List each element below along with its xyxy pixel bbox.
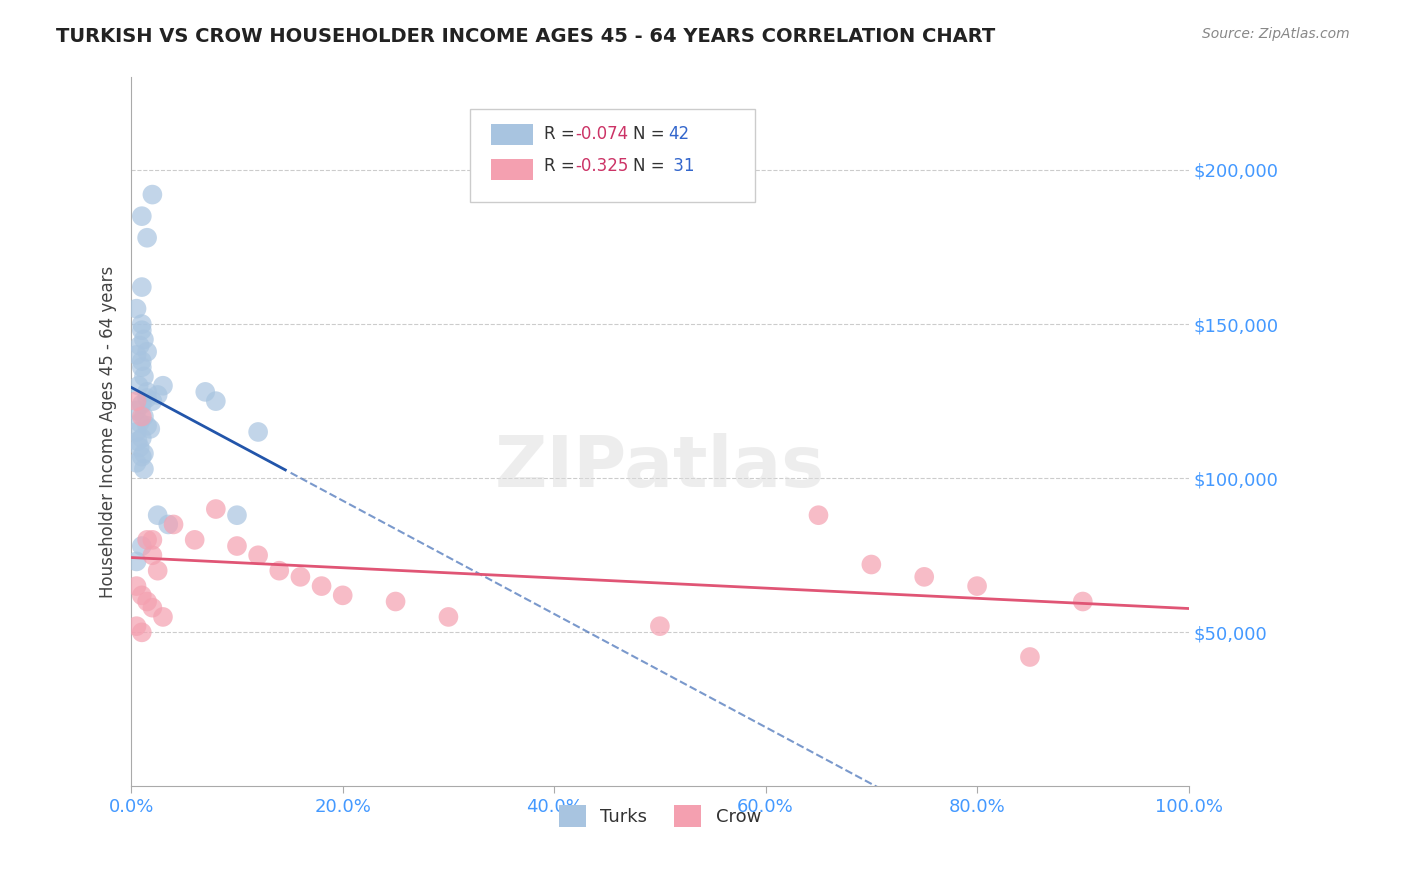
Point bbox=[226, 539, 249, 553]
Point bbox=[141, 600, 163, 615]
Point bbox=[132, 446, 155, 460]
Text: N =: N = bbox=[634, 125, 671, 143]
Point bbox=[131, 409, 153, 424]
Point bbox=[125, 619, 148, 633]
Point bbox=[648, 619, 671, 633]
Point bbox=[131, 360, 153, 375]
Text: -0.325: -0.325 bbox=[575, 157, 628, 175]
Text: 42: 42 bbox=[668, 125, 689, 143]
Text: -0.074: -0.074 bbox=[575, 125, 628, 143]
FancyBboxPatch shape bbox=[470, 110, 755, 202]
Point bbox=[226, 508, 249, 523]
Point bbox=[125, 456, 148, 470]
Point bbox=[912, 570, 935, 584]
Point bbox=[860, 558, 883, 572]
Point bbox=[152, 378, 174, 392]
Point bbox=[131, 588, 153, 602]
Point bbox=[132, 333, 155, 347]
Text: ZIPatlas: ZIPatlas bbox=[495, 433, 825, 502]
Point bbox=[136, 344, 159, 359]
Point bbox=[132, 369, 155, 384]
Point bbox=[157, 517, 180, 532]
Text: TURKISH VS CROW HOUSEHOLDER INCOME AGES 45 - 64 YEARS CORRELATION CHART: TURKISH VS CROW HOUSEHOLDER INCOME AGES … bbox=[56, 27, 995, 45]
Point bbox=[125, 554, 148, 568]
Point bbox=[290, 570, 312, 584]
Point bbox=[141, 549, 163, 563]
Text: N =: N = bbox=[634, 157, 671, 175]
Point bbox=[125, 425, 148, 439]
Point bbox=[269, 564, 291, 578]
Point bbox=[131, 317, 153, 331]
Point bbox=[162, 517, 184, 532]
Point bbox=[136, 533, 159, 547]
Point bbox=[141, 187, 163, 202]
Point bbox=[131, 431, 153, 445]
Point bbox=[128, 378, 150, 392]
FancyBboxPatch shape bbox=[491, 159, 533, 180]
Text: 31: 31 bbox=[668, 157, 695, 175]
Point bbox=[146, 564, 169, 578]
Point bbox=[128, 441, 150, 455]
Point bbox=[332, 588, 354, 602]
Point bbox=[127, 434, 149, 449]
Point bbox=[247, 425, 270, 439]
Legend: Turks, Crow: Turks, Crow bbox=[551, 797, 768, 834]
Point bbox=[136, 594, 159, 608]
FancyBboxPatch shape bbox=[491, 123, 533, 145]
Point bbox=[125, 403, 148, 417]
Point bbox=[139, 422, 162, 436]
Point bbox=[128, 338, 150, 352]
Point bbox=[807, 508, 830, 523]
Point bbox=[131, 539, 153, 553]
Point bbox=[132, 462, 155, 476]
Point bbox=[131, 450, 153, 464]
Point bbox=[136, 384, 159, 399]
Point bbox=[183, 533, 205, 547]
Point bbox=[136, 231, 159, 245]
Point bbox=[131, 209, 153, 223]
Point bbox=[131, 354, 153, 368]
Point bbox=[125, 301, 148, 316]
Y-axis label: Householder Income Ages 45 - 64 years: Householder Income Ages 45 - 64 years bbox=[100, 266, 117, 598]
Point bbox=[131, 280, 153, 294]
Point bbox=[141, 394, 163, 409]
Point bbox=[205, 394, 228, 409]
Point bbox=[966, 579, 988, 593]
Point bbox=[125, 348, 148, 362]
Point bbox=[146, 388, 169, 402]
Point bbox=[132, 409, 155, 424]
Point bbox=[152, 610, 174, 624]
Point bbox=[311, 579, 333, 593]
Point bbox=[128, 416, 150, 430]
Point bbox=[131, 323, 153, 337]
Point bbox=[136, 418, 159, 433]
Text: R =: R = bbox=[544, 157, 579, 175]
Point bbox=[136, 391, 159, 405]
Point bbox=[131, 625, 153, 640]
Point bbox=[194, 384, 217, 399]
Point bbox=[1019, 650, 1042, 665]
Text: R =: R = bbox=[544, 125, 579, 143]
Point bbox=[125, 579, 148, 593]
Point bbox=[437, 610, 460, 624]
Point bbox=[247, 549, 270, 563]
Point bbox=[141, 533, 163, 547]
Point bbox=[131, 397, 153, 411]
Point bbox=[205, 502, 228, 516]
Text: Source: ZipAtlas.com: Source: ZipAtlas.com bbox=[1202, 27, 1350, 41]
Point bbox=[125, 394, 148, 409]
Point bbox=[384, 594, 406, 608]
Point bbox=[1071, 594, 1094, 608]
Point bbox=[146, 508, 169, 523]
